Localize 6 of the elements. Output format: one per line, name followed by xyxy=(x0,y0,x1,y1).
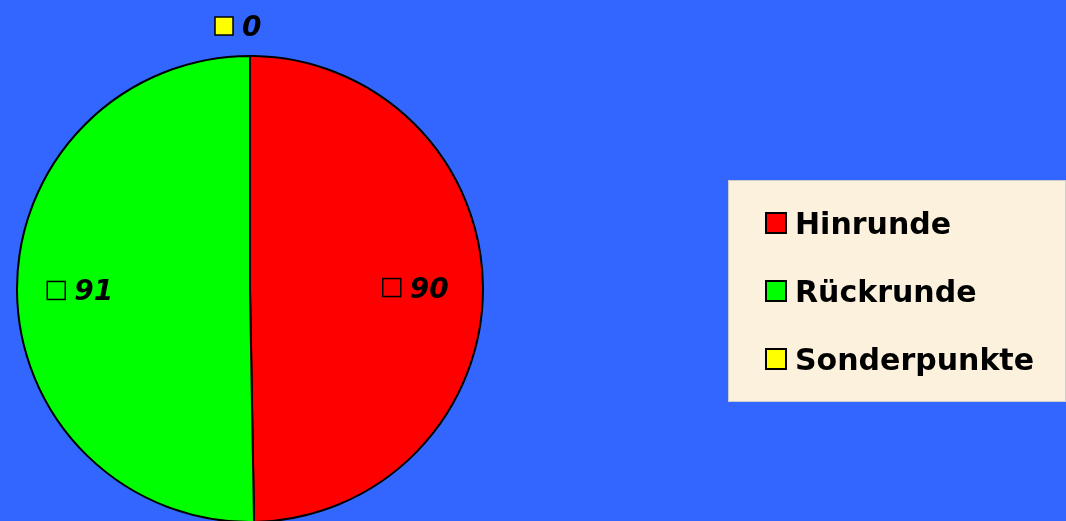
legend-label: Rückrunde xyxy=(795,273,977,309)
data-label: 91 xyxy=(74,274,114,308)
legend-label: Hinrunde xyxy=(795,205,952,241)
data-label: 90 xyxy=(409,271,449,305)
text: 0 xyxy=(242,10,262,43)
legend-label: Sonderpunkte xyxy=(795,341,1035,377)
